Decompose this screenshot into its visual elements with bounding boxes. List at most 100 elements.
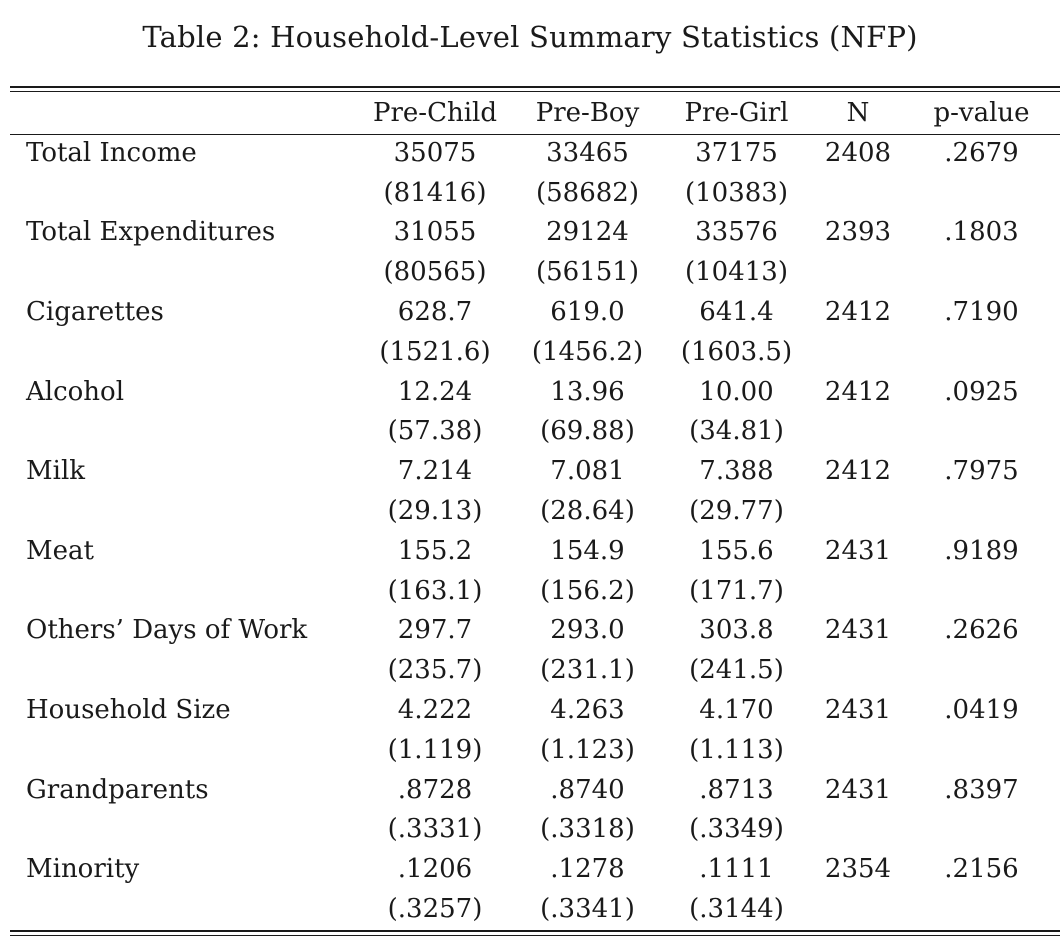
cell-pre-boy: 154.9 [550, 535, 625, 566]
cell-pre-child: .1206 [397, 854, 473, 885]
cell-se-p-empty [903, 253, 1060, 293]
table-row: Meat 155.2 154.9 155.6 2431 .9189 [10, 532, 1060, 572]
table-row-standard-errors: (81416) (58682) (10383) [10, 174, 1060, 214]
cell-pre-girl: 641.4 [699, 296, 774, 327]
row-label-empty [10, 810, 355, 850]
cell-se-p-empty [903, 572, 1060, 612]
cell-se-n-empty [813, 492, 903, 532]
bottom-rule-outer [10, 935, 1060, 936]
cell-se-pre-child: (80565) [383, 257, 487, 288]
cell-pre-girl: 10.00 [699, 376, 774, 407]
cell-pre-boy: 619.0 [550, 296, 625, 327]
row-label: Household Size [26, 694, 231, 725]
header-p-value: p-value [933, 98, 1030, 128]
cell-pre-child: 12.24 [397, 376, 473, 407]
cell-se-n-empty [813, 174, 903, 214]
table-row: Minority .1206 .1278 .1111 2354 .2156 [10, 850, 1060, 890]
header-pre-girl: Pre-Girl [684, 98, 789, 128]
cell-p-value: .7975 [944, 456, 1019, 487]
table-row-standard-errors: (1521.6) (1456.2) (1603.5) [10, 333, 1060, 373]
cell-pre-girl: 7.388 [699, 456, 774, 487]
cell-se-p-empty [903, 333, 1060, 373]
row-label: Milk [26, 456, 86, 487]
row-label-empty [10, 890, 355, 930]
row-label: Total Income [26, 137, 197, 168]
row-label-empty [10, 333, 355, 373]
row-label-empty [10, 412, 355, 452]
cell-n: 2431 [824, 615, 892, 646]
cell-se-pre-girl: (1603.5) [680, 336, 793, 367]
cell-n: 2393 [824, 217, 892, 248]
cell-se-pre-child: (81416) [383, 177, 487, 208]
cell-se-pre-girl: (1.113) [689, 734, 784, 765]
cell-se-p-empty [903, 651, 1060, 691]
header-row: Pre-Child Pre-Boy Pre-Girl N p-value [10, 94, 1060, 134]
table-row: Total Expenditures 31055 29124 33576 2393 .18… [10, 213, 1060, 253]
table-row: Grandparents .8728 .8740 .8713 2431 .8397 [10, 771, 1060, 811]
cell-n: 2412 [824, 456, 892, 487]
table-row-standard-errors: (.3331) (.3318) (.3349) [10, 810, 1060, 850]
cell-pre-child: .8728 [397, 774, 473, 805]
cell-pre-boy: .8740 [550, 774, 625, 805]
cell-p-value: .8397 [944, 774, 1019, 805]
cell-se-n-empty [813, 731, 903, 771]
cell-se-pre-boy: (69.88) [540, 416, 635, 447]
cell-se-pre-boy: (1456.2) [531, 336, 644, 367]
cell-se-pre-girl: (10383) [685, 177, 788, 208]
cell-pre-boy: 13.96 [550, 376, 625, 407]
cell-se-p-empty [903, 890, 1060, 930]
cell-se-pre-boy: (56151) [536, 257, 639, 288]
top-rule-inner [10, 91, 1060, 92]
table-row: Total Income 35075 33465 37175 2408 .2679 [10, 134, 1060, 174]
table-row: Others’ Days of Work 297.7 293.0 303.8 2431.… [10, 611, 1060, 651]
cell-pre-child: 7.214 [397, 456, 473, 487]
cell-se-pre-boy: (1.123) [540, 734, 635, 765]
header-n: N [846, 98, 870, 128]
cell-p-value: .0925 [944, 376, 1019, 407]
cell-p-value: .0419 [944, 694, 1019, 725]
cell-n: 2412 [824, 296, 892, 327]
row-label: Meat [26, 535, 94, 566]
table-row-standard-errors: (57.38) (69.88) (34.81) [10, 412, 1060, 452]
cell-se-pre-girl: (10413) [685, 257, 788, 288]
row-label-empty [10, 174, 355, 214]
cell-se-pre-child: (57.38) [387, 416, 483, 447]
table-caption: Table 2: Household-Level Summary Statist… [142, 20, 918, 54]
cell-n: 2408 [824, 137, 892, 168]
cell-se-pre-child: (29.13) [387, 495, 483, 526]
cell-se-pre-child: (.3257) [387, 893, 483, 924]
cell-pre-girl: .8713 [699, 774, 774, 805]
cell-pre-girl: 33576 [695, 217, 778, 248]
cell-se-n-empty [813, 890, 903, 930]
cell-pre-child: 155.2 [397, 535, 473, 566]
cell-se-pre-girl: (.3349) [689, 814, 784, 845]
cell-n: 2354 [824, 854, 892, 885]
row-label: Cigarettes [26, 296, 164, 327]
cell-p-value: .2626 [944, 615, 1019, 646]
table-row: Milk 7.214 7.081 7.388 2412 .7975 [10, 452, 1060, 492]
cell-n: 2412 [824, 376, 892, 407]
cell-se-pre-girl: (.3144) [689, 893, 784, 924]
cell-se-pre-child: (235.7) [387, 655, 483, 686]
table-row: Cigarettes 628.7 619.0 641.4 2412 .7190 [10, 293, 1060, 333]
table-row-standard-errors: (29.13) (28.64) (29.77) [10, 492, 1060, 532]
cell-se-pre-boy: (58682) [536, 177, 639, 208]
table-header: Pre-Child Pre-Boy Pre-Girl N p-value [10, 94, 1060, 134]
cell-pre-girl: 37175 [695, 137, 778, 168]
cell-se-p-empty [903, 412, 1060, 452]
row-label: Grandparents [26, 774, 209, 805]
table-body: Total Income 35075 33465 37175 2408 .2679 (814… [10, 134, 1060, 930]
cell-n: 2431 [824, 774, 892, 805]
cell-pre-girl: 4.170 [699, 694, 774, 725]
row-label-empty [10, 651, 355, 691]
header-pre-child: Pre-Child [372, 98, 497, 128]
cell-se-pre-girl: (241.5) [689, 655, 784, 686]
cell-se-pre-boy: (156.2) [540, 575, 635, 606]
row-label-empty [10, 253, 355, 293]
cell-pre-boy: 33465 [546, 137, 629, 168]
cell-se-pre-girl: (34.81) [689, 416, 784, 447]
cell-pre-child: 35075 [393, 137, 477, 168]
cell-p-value: .1803 [944, 217, 1019, 248]
cell-se-n-empty [813, 572, 903, 612]
table-row: Alcohol 12.24 13.96 10.00 2412 .0925 [10, 373, 1060, 413]
